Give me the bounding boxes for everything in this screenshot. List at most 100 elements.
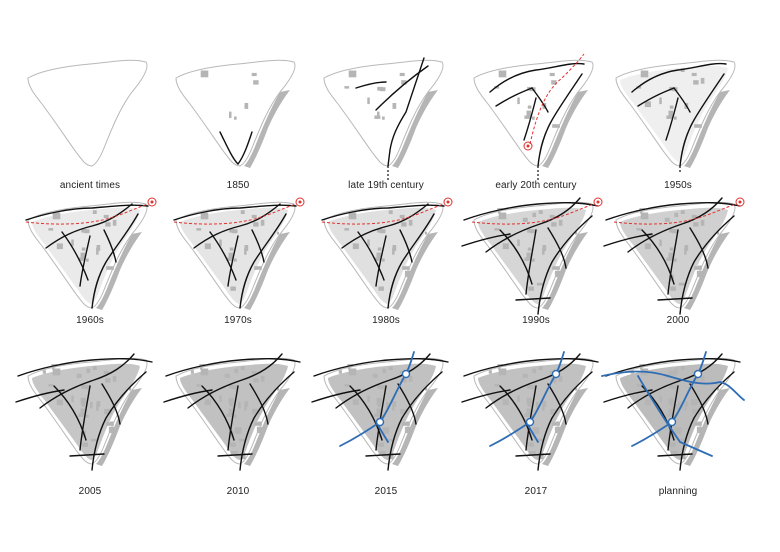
road-line bbox=[657, 453, 693, 457]
building-block bbox=[387, 453, 394, 460]
building-block bbox=[640, 212, 649, 220]
building-block bbox=[532, 212, 537, 218]
road-line bbox=[217, 453, 253, 457]
building-block bbox=[253, 378, 259, 383]
building-block bbox=[253, 80, 259, 85]
building-block bbox=[105, 378, 111, 383]
building-block bbox=[532, 427, 540, 434]
building-block bbox=[252, 408, 260, 415]
building-block bbox=[71, 239, 74, 247]
building-block bbox=[666, 257, 673, 261]
road-line bbox=[387, 371, 443, 471]
building-block bbox=[105, 222, 111, 227]
building-block bbox=[48, 228, 54, 231]
beach-strip bbox=[244, 90, 290, 168]
transit-line bbox=[339, 351, 415, 447]
building-block bbox=[253, 222, 259, 227]
building-block bbox=[399, 72, 405, 77]
stage-map bbox=[15, 353, 153, 471]
building-block bbox=[554, 270, 561, 278]
building-block bbox=[367, 239, 370, 247]
road-line bbox=[249, 383, 269, 425]
stage-label: 2010 bbox=[226, 486, 250, 497]
building-block bbox=[680, 68, 685, 72]
building-block bbox=[347, 367, 351, 370]
stage-label: 2005 bbox=[78, 486, 102, 497]
beach-strip bbox=[684, 232, 730, 310]
stage-label: planning bbox=[658, 486, 698, 497]
building-block bbox=[671, 385, 678, 390]
stage-map bbox=[473, 53, 594, 180]
building-block bbox=[277, 231, 280, 235]
building-block bbox=[408, 219, 413, 226]
stage-panel: ancient times bbox=[20, 48, 160, 198]
building-block bbox=[344, 384, 350, 387]
road-line bbox=[515, 297, 551, 301]
building-block bbox=[528, 442, 534, 447]
beach-strip bbox=[96, 232, 142, 310]
building-block bbox=[408, 375, 413, 382]
beach-strip bbox=[542, 232, 588, 310]
road-line bbox=[463, 357, 599, 377]
road-line bbox=[341, 203, 429, 249]
building-block bbox=[526, 397, 532, 405]
station-icon-dot bbox=[596, 200, 600, 204]
building-block bbox=[42, 370, 46, 374]
building-block bbox=[277, 387, 280, 391]
building-block bbox=[78, 413, 85, 417]
peninsula-outline bbox=[27, 59, 148, 167]
building-block bbox=[693, 378, 699, 383]
building-block bbox=[517, 97, 520, 105]
building-block bbox=[76, 373, 82, 378]
stage-label: 2015 bbox=[374, 486, 398, 497]
stage-panel: 2010 bbox=[163, 346, 308, 497]
building-block bbox=[377, 384, 383, 389]
stage-map bbox=[25, 197, 157, 310]
building-block bbox=[378, 442, 384, 447]
stage-panel: late 19th century bbox=[316, 48, 456, 198]
stage-panel: 1850 bbox=[168, 48, 308, 198]
station-icon bbox=[147, 197, 157, 207]
road-line bbox=[485, 197, 581, 253]
building-block bbox=[83, 229, 90, 234]
building-block bbox=[206, 390, 214, 394]
building-block bbox=[377, 86, 383, 91]
stage-panel: 1950s bbox=[608, 48, 748, 198]
stage-map bbox=[601, 351, 745, 471]
stage-map bbox=[311, 351, 449, 471]
building-block bbox=[668, 110, 674, 117]
building-block bbox=[228, 397, 234, 405]
peninsula-outline bbox=[473, 59, 594, 167]
road-line bbox=[667, 229, 679, 295]
building-block bbox=[200, 212, 209, 220]
transit-station-icon bbox=[525, 417, 535, 427]
stage-map bbox=[27, 59, 148, 167]
road-line bbox=[45, 203, 133, 249]
building-block bbox=[228, 408, 234, 415]
building-block bbox=[382, 368, 387, 374]
building-block bbox=[92, 210, 97, 214]
building-block bbox=[693, 80, 699, 85]
road-line bbox=[489, 62, 585, 93]
building-block bbox=[78, 257, 85, 261]
building-block bbox=[678, 438, 686, 442]
building-block bbox=[674, 258, 677, 262]
building-block bbox=[542, 247, 545, 255]
road-line bbox=[355, 81, 387, 89]
building-block bbox=[674, 427, 682, 434]
building-block bbox=[671, 229, 678, 234]
road-line bbox=[165, 357, 301, 377]
building-block bbox=[388, 210, 393, 214]
road-line bbox=[631, 62, 727, 93]
beach-strip bbox=[392, 388, 438, 466]
building-block bbox=[659, 239, 662, 247]
road-line bbox=[335, 353, 431, 409]
road-line bbox=[463, 201, 599, 221]
road-line bbox=[537, 371, 593, 471]
building-block bbox=[56, 399, 63, 406]
stage-panel: 2000 bbox=[603, 190, 748, 340]
transit-station-icon bbox=[375, 417, 385, 427]
beach-strip bbox=[684, 90, 730, 168]
building-block bbox=[551, 80, 557, 85]
